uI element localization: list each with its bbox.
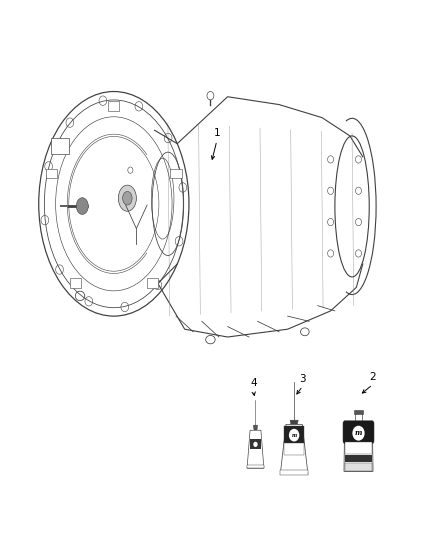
Ellipse shape <box>76 198 88 214</box>
FancyBboxPatch shape <box>70 278 81 288</box>
FancyBboxPatch shape <box>280 470 308 474</box>
Polygon shape <box>253 425 258 430</box>
FancyBboxPatch shape <box>345 442 372 454</box>
Circle shape <box>207 92 214 100</box>
Ellipse shape <box>123 191 132 205</box>
Circle shape <box>352 426 365 441</box>
Circle shape <box>253 442 258 447</box>
FancyBboxPatch shape <box>108 101 120 111</box>
FancyBboxPatch shape <box>51 138 69 155</box>
Polygon shape <box>290 420 298 424</box>
Text: 4: 4 <box>250 378 257 388</box>
FancyBboxPatch shape <box>345 463 372 471</box>
Circle shape <box>289 429 299 441</box>
Polygon shape <box>344 422 373 471</box>
FancyBboxPatch shape <box>343 421 374 444</box>
FancyBboxPatch shape <box>170 169 182 179</box>
FancyBboxPatch shape <box>284 426 304 445</box>
FancyBboxPatch shape <box>284 443 304 456</box>
FancyBboxPatch shape <box>345 455 372 462</box>
Text: 1: 1 <box>214 128 220 138</box>
Polygon shape <box>247 430 264 469</box>
FancyBboxPatch shape <box>46 169 57 179</box>
Polygon shape <box>280 424 308 474</box>
Text: m: m <box>355 429 362 437</box>
FancyBboxPatch shape <box>251 439 261 449</box>
FancyBboxPatch shape <box>247 465 264 469</box>
Text: m: m <box>292 433 297 438</box>
Bar <box>355 413 362 422</box>
Text: 2: 2 <box>369 372 376 382</box>
FancyBboxPatch shape <box>147 278 158 288</box>
Ellipse shape <box>118 185 136 211</box>
Bar <box>354 410 363 414</box>
Text: 3: 3 <box>300 374 306 384</box>
